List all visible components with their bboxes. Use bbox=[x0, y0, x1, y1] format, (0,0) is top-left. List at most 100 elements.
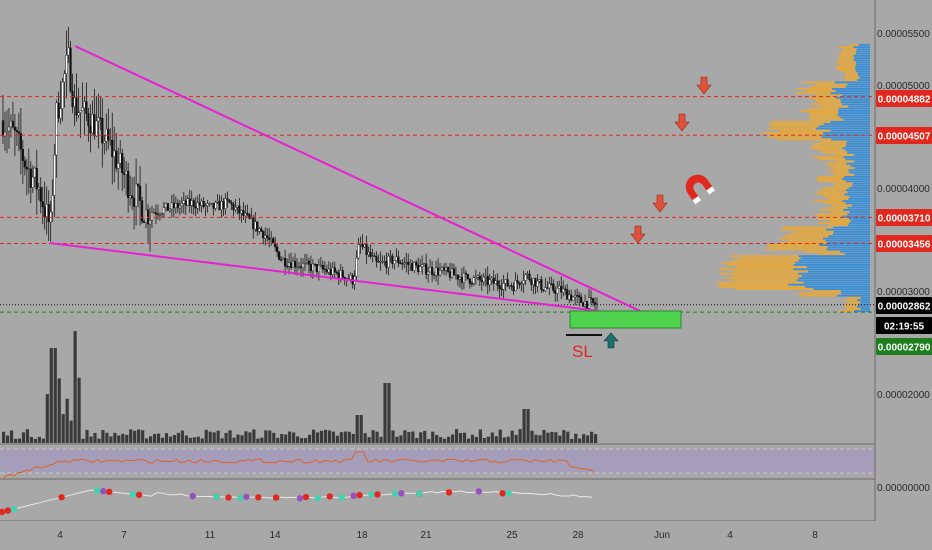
candle-body bbox=[478, 275, 481, 281]
volume-bar bbox=[224, 432, 228, 443]
profile-bar bbox=[818, 253, 845, 255]
candle-body bbox=[480, 279, 483, 283]
down-arrow-icon bbox=[630, 225, 646, 244]
volume-bar bbox=[73, 331, 77, 443]
candle-body bbox=[1, 120, 5, 137]
profile-bar bbox=[721, 261, 796, 264]
volume-bar bbox=[490, 432, 494, 443]
candle-body bbox=[359, 243, 362, 246]
price-badge-text: 0.00004507 bbox=[878, 132, 931, 143]
profile-bar bbox=[840, 292, 870, 295]
profile-bar bbox=[798, 277, 870, 279]
x-tick-label: 21 bbox=[420, 530, 432, 541]
profile-bar bbox=[843, 209, 870, 211]
profile-bar bbox=[729, 255, 799, 257]
price-badges: 0.00004882 0.00004507 0.00003710 0.00003456… bbox=[876, 90, 932, 355]
candle-body bbox=[59, 108, 62, 119]
candle-body bbox=[29, 168, 32, 188]
magnet-body bbox=[685, 174, 715, 204]
candle-body bbox=[85, 101, 88, 114]
candle-body bbox=[371, 255, 374, 257]
volume-bar bbox=[292, 432, 296, 443]
volume-bar bbox=[204, 429, 208, 443]
signal-dot bbox=[392, 490, 399, 497]
volume-bar bbox=[192, 437, 196, 443]
signal-dot bbox=[302, 493, 310, 501]
profile-bar bbox=[860, 297, 870, 299]
candle-body bbox=[383, 260, 386, 263]
volume-bar bbox=[363, 433, 367, 443]
candle-body bbox=[429, 267, 432, 273]
profile-bar bbox=[844, 193, 870, 196]
candle-body bbox=[206, 203, 209, 206]
profile-bar bbox=[860, 301, 870, 304]
profile-bar bbox=[732, 259, 799, 262]
candle-body bbox=[198, 202, 201, 206]
candle-body bbox=[532, 278, 535, 285]
volume-bar bbox=[570, 438, 574, 443]
volume-bar bbox=[462, 432, 467, 443]
volume-bar bbox=[419, 432, 423, 443]
candle-body bbox=[148, 220, 152, 225]
profile-bar bbox=[848, 105, 870, 108]
candle-body bbox=[373, 255, 376, 257]
profile-bar bbox=[840, 101, 870, 103]
profile-bar bbox=[795, 261, 870, 264]
profile-bar bbox=[800, 110, 839, 112]
volume-bar bbox=[176, 432, 181, 443]
volume-bar bbox=[276, 437, 280, 443]
profile-bar bbox=[859, 44, 870, 46]
time-axis[interactable] bbox=[0, 521, 875, 550]
profile-bar bbox=[845, 149, 870, 152]
candle-body bbox=[436, 267, 440, 276]
profile-bar bbox=[793, 268, 870, 271]
profile-bar bbox=[846, 143, 870, 145]
down-arrow-icon bbox=[652, 194, 668, 213]
candle-body bbox=[200, 200, 203, 206]
profile-bar bbox=[856, 63, 870, 66]
signal-dot bbox=[4, 507, 12, 514]
candle-body bbox=[407, 261, 410, 265]
candle-body bbox=[214, 202, 217, 209]
profile-bar bbox=[844, 305, 858, 308]
profile-bar bbox=[855, 68, 870, 70]
price-badge-text: 0.00002862 bbox=[878, 302, 931, 313]
candle-body bbox=[405, 261, 408, 264]
candle-body bbox=[99, 117, 102, 119]
candle-body bbox=[258, 228, 261, 232]
profile-bar bbox=[841, 103, 870, 106]
profile-bar bbox=[854, 173, 870, 176]
price-badge bbox=[876, 90, 932, 107]
volume-bar bbox=[542, 429, 546, 443]
profile-bar bbox=[823, 237, 870, 240]
candle-body bbox=[341, 270, 344, 278]
candle-body bbox=[91, 114, 94, 134]
candle-body bbox=[119, 153, 122, 164]
profile-bar bbox=[840, 99, 870, 101]
volume-bar bbox=[454, 429, 459, 443]
profile-bar bbox=[827, 246, 870, 249]
candle-body bbox=[381, 261, 384, 263]
candle-body bbox=[41, 201, 44, 208]
candle-body bbox=[260, 228, 263, 232]
volume-bar bbox=[252, 429, 256, 443]
volume-bar bbox=[335, 435, 339, 443]
candle-body bbox=[434, 267, 438, 276]
candle-body bbox=[409, 262, 412, 265]
candle-body bbox=[498, 285, 501, 289]
candle-body bbox=[250, 217, 253, 219]
profile-bar bbox=[719, 283, 789, 286]
volume-bar bbox=[443, 438, 447, 443]
volume-bar bbox=[236, 434, 240, 443]
profile-bar bbox=[857, 72, 870, 75]
candle-body bbox=[9, 120, 13, 128]
y-axis-ticks: 0.00005500 0.00005000 0.00004000 0.00003000… bbox=[877, 29, 930, 494]
volume-bar bbox=[474, 436, 479, 443]
price-badge bbox=[876, 209, 932, 226]
x-tick-label: 11 bbox=[205, 530, 216, 541]
profile-bar bbox=[779, 129, 831, 132]
volume-bar bbox=[296, 436, 300, 443]
magnet-icon bbox=[685, 174, 715, 205]
